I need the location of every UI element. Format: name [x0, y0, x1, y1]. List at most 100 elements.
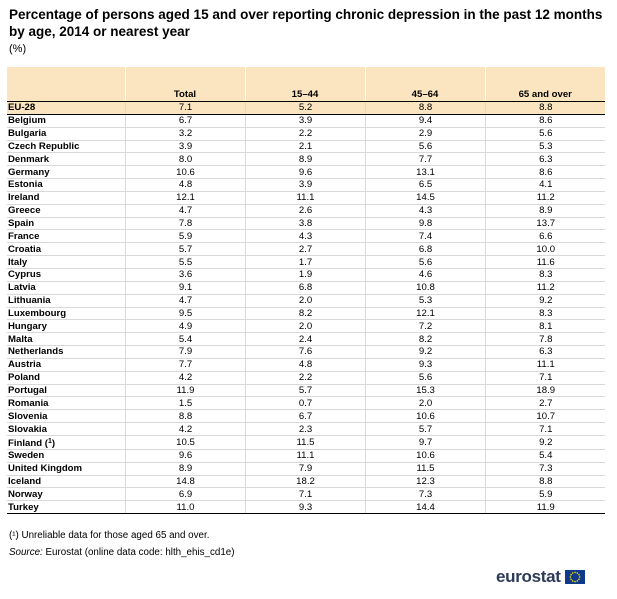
- table-row: France 5.9 4.3 7.4 6.6: [7, 229, 605, 244]
- value-65-over: 8.3: [484, 307, 605, 321]
- value-45-64: 4.3: [364, 204, 485, 218]
- table-row: Luxembourg 9.5 8.2 12.1 8.3: [7, 307, 605, 321]
- country-name: Spain: [7, 217, 125, 231]
- country-name: Luxembourg: [7, 307, 125, 321]
- value-15-44: 18.2: [244, 474, 365, 489]
- value-45-64: 7.7: [364, 152, 485, 167]
- value-15-44: 11.1: [244, 191, 365, 205]
- country-name: Poland: [7, 371, 125, 385]
- table-row: Spain 7.8 3.8 9.8 13.7: [7, 217, 605, 231]
- value-15-44: 6.8: [244, 281, 365, 295]
- value-total: 4.9: [124, 319, 245, 334]
- value-65-over: 5.4: [484, 449, 605, 463]
- value-45-64: 5.3: [364, 294, 485, 308]
- value-15-44: 6.7: [244, 409, 365, 424]
- table-body: EU-28 7.1 5.2 8.8 8.8 Belgium 6.7 3.9 9.4 8.6 Bulg…: [7, 101, 605, 515]
- country-name: Netherlands: [7, 345, 125, 359]
- value-45-64: 9.3: [364, 358, 485, 372]
- value-total: 9.1: [124, 281, 245, 295]
- value-15-44: 2.7: [244, 242, 365, 257]
- table-row: Netherlands 7.9 7.6 9.2 6.3: [7, 345, 605, 359]
- value-total: 6.7: [124, 114, 245, 128]
- table-row: Turkey 11.0 9.3 14.4 11.9: [7, 500, 605, 515]
- value-15-44: 2.4: [244, 332, 365, 347]
- value-total: 4.7: [124, 294, 245, 308]
- value-45-64: 14.4: [364, 500, 485, 515]
- value-45-64: 9.4: [364, 114, 485, 128]
- header-row: Total 15–44 45–64 65 and over: [7, 67, 605, 102]
- value-15-44: 8.2: [244, 307, 365, 321]
- country-name: Iceland: [7, 474, 125, 489]
- flag-star: [569, 578, 572, 581]
- table-row: Bulgaria 3.2 2.2 2.9 5.6: [7, 127, 605, 141]
- value-15-44: 3.8: [244, 217, 365, 231]
- column-header-total: Total: [124, 67, 245, 102]
- value-65-over: 6.6: [484, 229, 605, 244]
- value-15-44: 11.1: [244, 449, 365, 463]
- table-row: Belgium 6.7 3.9 9.4 8.6: [7, 114, 605, 128]
- table-row: United Kingdom 8.9 7.9 11.5 7.3: [7, 462, 605, 476]
- value-total: 7.8: [124, 217, 245, 231]
- table-row: Slovenia 8.8 6.7 10.6 10.7: [7, 409, 605, 424]
- value-total: 6.9: [124, 487, 245, 502]
- flag-star: [571, 580, 574, 582]
- value-15-44: 4.3: [244, 229, 365, 244]
- source-text: Eurostat (online data code: hlth_ehis_cd…: [45, 547, 235, 558]
- value-65-over: 7.1: [484, 371, 605, 385]
- column-header-65-over: 65 and over: [484, 67, 605, 102]
- country-name: Bulgaria: [7, 127, 125, 141]
- table-row: Romania 1.5 0.7 2.0 2.7: [7, 396, 605, 411]
- flag-star: [577, 578, 580, 581]
- value-total: 9.5: [124, 307, 245, 321]
- value-15-44: 4.8: [244, 358, 365, 372]
- value-45-64: 9.2: [364, 345, 485, 359]
- value-total: 4.7: [124, 204, 245, 218]
- value-65-over: 6.3: [484, 345, 605, 359]
- value-65-over: 8.9: [484, 204, 605, 218]
- table-row: Poland 4.2 2.2 5.6 7.1: [7, 371, 605, 385]
- table-row: Estonia 4.8 3.9 6.5 4.1: [7, 178, 605, 192]
- flag-star: [578, 576, 581, 578]
- country-name: Greece: [7, 204, 125, 218]
- value-15-44: 1.7: [244, 255, 365, 269]
- country-name: Lithuania: [7, 294, 125, 308]
- country-name: Germany: [7, 165, 125, 180]
- value-45-64: 15.3: [364, 384, 485, 398]
- value-65-over: 10.0: [484, 242, 605, 257]
- flag-star: [569, 573, 572, 576]
- value-45-64: 10.6: [364, 449, 485, 463]
- table-row: Cyprus 3.6 1.9 4.6 8.3: [7, 268, 605, 282]
- value-15-44: 7.9: [244, 462, 365, 476]
- value-65-over: 8.8: [484, 101, 605, 115]
- value-45-64: 9.7: [364, 435, 485, 450]
- country-name: France: [7, 229, 125, 244]
- value-total: 14.8: [124, 474, 245, 489]
- value-45-64: 6.5: [364, 178, 485, 192]
- table-row: EU-28 7.1 5.2 8.8 8.8: [7, 101, 605, 115]
- value-45-64: 5.6: [364, 255, 485, 269]
- table-row: Slovakia 4.2 2.3 5.7 7.1: [7, 422, 605, 436]
- value-45-64: 10.8: [364, 281, 485, 295]
- table-row: Greece 4.7 2.6 4.3 8.9: [7, 204, 605, 218]
- value-65-over: 8.3: [484, 268, 605, 282]
- value-15-44: 2.3: [244, 422, 365, 436]
- logo-text: eurostat: [496, 567, 561, 586]
- value-15-44: 11.5: [244, 435, 365, 450]
- table-row: Sweden 9.6 11.1 10.6 5.4: [7, 449, 605, 463]
- value-65-over: 18.9: [484, 384, 605, 398]
- value-total: 8.8: [124, 409, 245, 424]
- flag-star: [573, 580, 576, 583]
- table-row: Finland (1) 10.5 11.5 9.7 9.2: [7, 435, 605, 450]
- value-total: 3.2: [124, 127, 245, 141]
- table-row: Norway 6.9 7.1 7.3 5.9: [7, 487, 605, 502]
- column-header-45-64: 45–64: [364, 67, 485, 102]
- value-total: 11.0: [124, 500, 245, 515]
- value-65-over: 9.2: [484, 294, 605, 308]
- value-15-44: 3.9: [244, 178, 365, 192]
- value-65-over: 11.2: [484, 191, 605, 205]
- value-65-over: 11.2: [484, 281, 605, 295]
- value-45-64: 7.4: [364, 229, 485, 244]
- value-65-over: 8.8: [484, 474, 605, 489]
- value-total: 4.2: [124, 422, 245, 436]
- country-name: Malta: [7, 332, 125, 347]
